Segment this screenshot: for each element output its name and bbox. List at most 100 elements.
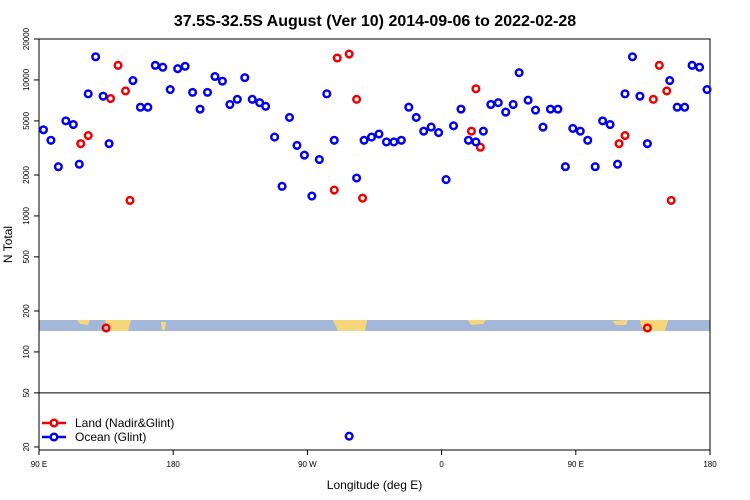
ocean-point: [635, 91, 645, 101]
ocean-point: [471, 137, 481, 147]
x-tick-label: 180: [703, 460, 717, 469]
x-tick-label: 90 E: [31, 460, 47, 469]
legend-label: Ocean (Glint): [75, 430, 146, 444]
ocean-point: [695, 62, 705, 72]
ocean-point: [389, 137, 399, 147]
ocean-point: [322, 89, 332, 99]
ocean-point: [553, 104, 563, 114]
ocean-point: [381, 137, 391, 147]
y-tick-label: 1000: [22, 206, 31, 224]
land-point: [329, 185, 339, 195]
x-tick-label: 0: [439, 460, 444, 469]
ocean-point: [98, 91, 108, 101]
y-tick-label: 5000: [22, 111, 31, 129]
ocean-point: [128, 75, 138, 86]
ocean-point: [270, 132, 280, 142]
ocean-point: [590, 162, 600, 172]
land-shape: [77, 320, 90, 325]
y-tick-label: 100: [22, 345, 31, 359]
land-point: [471, 84, 481, 94]
land-point: [113, 60, 123, 70]
land-point: [106, 93, 116, 104]
y-tick-label: 10000: [22, 68, 31, 91]
y-tick-label: 20000: [22, 27, 31, 50]
legend-marker: [49, 432, 59, 442]
ocean-point: [680, 102, 690, 112]
ocean-point: [165, 84, 175, 95]
ocean-point: [188, 87, 198, 97]
land-point: [83, 130, 93, 141]
land-point: [614, 139, 624, 149]
ocean-point: [456, 104, 466, 114]
y-tick-label: 2000: [22, 166, 31, 184]
y-tick-label: 20: [22, 442, 31, 451]
land-shape: [161, 322, 166, 330]
ocean-point: [605, 119, 615, 130]
ocean-point: [672, 102, 682, 112]
ocean-point: [434, 128, 444, 138]
ocean-point: [277, 181, 287, 191]
plot-frame: [38, 38, 711, 451]
land-point: [352, 94, 362, 104]
ocean-point: [530, 105, 541, 115]
ocean-point: [232, 94, 242, 104]
ocean-point: [307, 191, 317, 201]
ocean-point: [150, 60, 160, 70]
ocean-point: [68, 119, 78, 130]
y-tick-label: 200: [22, 304, 31, 318]
ocean-point: [665, 75, 675, 86]
land-shape: [333, 320, 367, 331]
ocean-point: [247, 94, 257, 104]
ocean-point: [404, 102, 414, 112]
ocean-point: [568, 123, 578, 133]
land-point: [620, 130, 630, 141]
ocean-point: [352, 173, 362, 183]
ocean-point: [538, 122, 548, 132]
land-point: [120, 86, 131, 96]
ocean-point: [292, 140, 302, 150]
land-point: [76, 139, 86, 149]
land-point: [642, 323, 652, 333]
data-points: [38, 49, 712, 441]
x-axis-label: Longitude (deg E): [327, 478, 422, 492]
legend-marker: [49, 418, 59, 428]
ocean-point: [143, 102, 153, 112]
legend: Land (Nadir&Glint)Ocean (Glint): [42, 416, 174, 444]
ocean-point: [523, 95, 533, 105]
ocean-point: [702, 84, 712, 95]
y-tick-label: 500: [22, 250, 31, 264]
ocean-point: [419, 126, 429, 136]
ocean-point: [158, 62, 168, 72]
x-tick-label: 90 W: [298, 460, 317, 469]
x-axis: 90 E 180 90 W 0 90 E 180: [31, 450, 717, 469]
ocean-point: [46, 135, 56, 145]
ocean-point: [501, 107, 511, 117]
land-point: [475, 142, 485, 152]
world-map-strip: [39, 320, 710, 331]
land-point: [332, 53, 342, 63]
ocean-point: [284, 112, 295, 122]
y-axis: 20 50 100 200 500 1000 2000 5000 10000 20000: [22, 27, 39, 451]
ocean-point: [463, 135, 473, 145]
ocean-point: [217, 76, 227, 86]
ocean-point: [396, 135, 406, 145]
ocean-point: [61, 116, 71, 126]
land-point: [125, 195, 135, 205]
ocean-point: [344, 431, 354, 441]
land-point: [358, 193, 368, 203]
land-point: [654, 60, 664, 70]
ocean-point: [135, 102, 145, 112]
ocean-point: [508, 99, 518, 110]
land-shape: [612, 320, 628, 325]
ocean-point: [359, 135, 369, 145]
land-point: [648, 94, 658, 104]
ocean-point: [448, 121, 459, 131]
ocean-point: [366, 132, 377, 142]
chart-title: 37.5S-32.5S August (Ver 10) 2014-09-06 t…: [174, 13, 576, 30]
y-tick-label: 50: [22, 388, 31, 397]
land-point: [662, 86, 672, 96]
ocean-point: [299, 150, 309, 160]
y-axis-label: N Total: [1, 226, 15, 263]
ocean-point: [426, 122, 436, 132]
ocean-point: [261, 101, 271, 111]
